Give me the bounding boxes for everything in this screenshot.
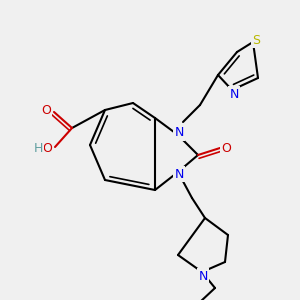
Text: N: N xyxy=(229,88,239,100)
Text: O: O xyxy=(41,104,51,118)
Text: O: O xyxy=(42,142,52,154)
Text: N: N xyxy=(198,269,208,283)
Text: N: N xyxy=(174,167,184,181)
Text: H: H xyxy=(33,142,43,154)
Text: S: S xyxy=(252,34,260,46)
Text: O: O xyxy=(221,142,231,154)
Text: N: N xyxy=(174,127,184,140)
